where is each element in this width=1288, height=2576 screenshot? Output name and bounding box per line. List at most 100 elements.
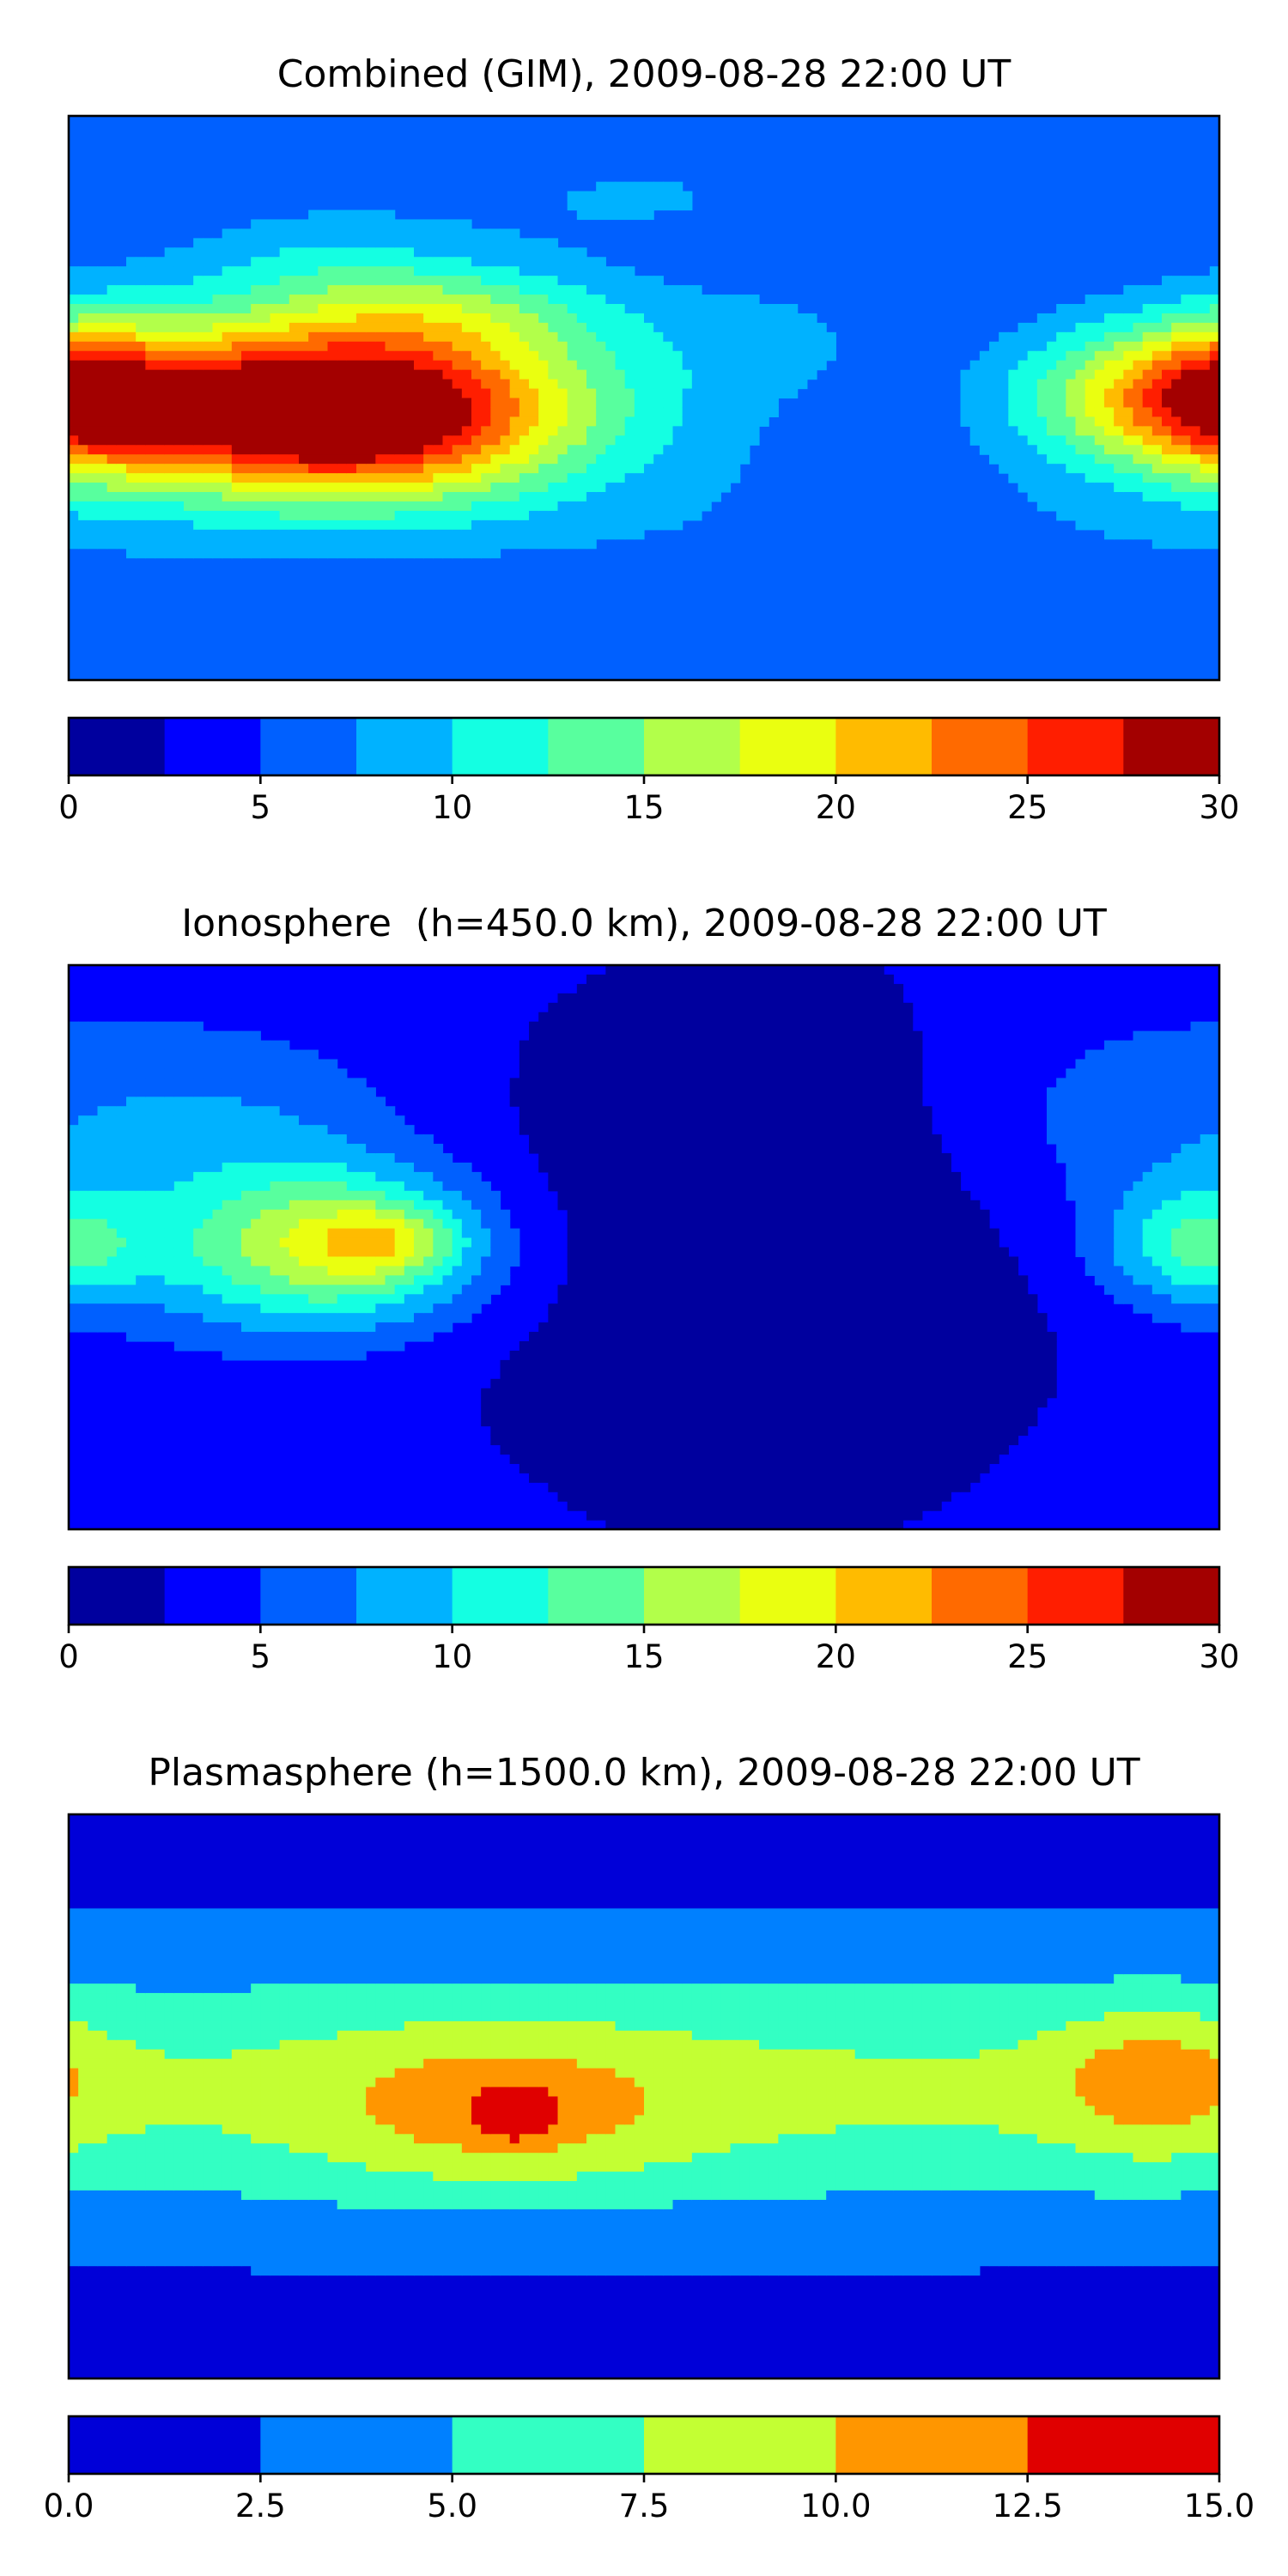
contour-cell (173, 1059, 185, 1070)
contour-cell (155, 1078, 166, 1088)
contour-cell (433, 1313, 444, 1323)
contour-cell (78, 1237, 88, 1249)
contour-cell (126, 1162, 137, 1173)
contour-cell (452, 416, 463, 427)
contour-cell (538, 1388, 549, 1399)
contour-cell (548, 1454, 559, 1464)
contour-cell (490, 1190, 501, 1201)
contour-cell (145, 388, 156, 399)
contour-cell (615, 1341, 626, 1352)
contour-cell (423, 538, 434, 550)
contour-cell (423, 388, 434, 399)
contour-cell (385, 538, 396, 550)
contour-cell (251, 266, 261, 276)
contour-cell (289, 407, 300, 417)
contour-cell (596, 1482, 606, 1492)
contour-cell (337, 1068, 348, 1078)
contour-cell (442, 454, 453, 465)
contour-cell (337, 350, 348, 361)
contour-cell (136, 1040, 146, 1051)
contour-cell (529, 331, 539, 343)
contour-cell (327, 322, 338, 333)
contour-cell (260, 1181, 271, 1192)
contour-cell (481, 379, 491, 390)
contour-cell (88, 519, 99, 531)
contour-cell (1066, 407, 1077, 417)
contour-cell (106, 295, 118, 305)
contour-cell (1133, 369, 1144, 380)
contour-cell (596, 398, 606, 409)
contour-cell (576, 1200, 587, 1211)
contour-cell (989, 341, 999, 352)
contour-cell (1142, 285, 1153, 295)
contour-cell (538, 1332, 549, 1342)
contour-cell (270, 1294, 281, 1304)
contour-cell (1066, 322, 1077, 333)
contour-cell (241, 501, 252, 512)
contour-cell (1133, 435, 1144, 446)
contour-cell (452, 247, 463, 258)
contour-cell (548, 1097, 559, 1107)
contour-cell (88, 1266, 99, 1276)
contour-cell (481, 492, 491, 502)
contour-cell (270, 1144, 281, 1154)
contour-cell (1114, 435, 1124, 446)
contour-cell (279, 257, 290, 267)
contour-cell (241, 1040, 252, 1051)
contour-cell (624, 304, 635, 314)
contour-cell (299, 304, 309, 314)
contour-cell (212, 304, 223, 314)
contour-cell (193, 1247, 204, 1258)
contour-cell (1209, 483, 1219, 493)
contour-cell (164, 1078, 175, 1088)
contour-cell (749, 369, 760, 380)
contour-cell (471, 1171, 482, 1182)
contour-cell (164, 266, 175, 276)
contour-cell (576, 529, 587, 540)
contour-cell (596, 1425, 606, 1437)
contour-cell (576, 1378, 587, 1389)
contour-cell (212, 388, 223, 399)
contour-cell (586, 1012, 597, 1023)
contour-cell (605, 276, 617, 286)
contour-cell (471, 331, 482, 343)
contour-cell (212, 1209, 223, 1220)
contour-cell (1094, 519, 1105, 531)
contour-cell (88, 445, 99, 455)
contour-cell (624, 1068, 635, 1078)
contour-cell (509, 1406, 520, 1418)
contour-cell (615, 483, 626, 493)
contour-cell (452, 1181, 463, 1192)
contour-cell (702, 322, 712, 333)
contour-cell (711, 360, 721, 371)
contour-cell (145, 1228, 156, 1239)
contour-cell (682, 350, 693, 361)
contour-cell (375, 435, 386, 446)
contour-cell (356, 1294, 367, 1304)
contour-cell (596, 1040, 606, 1051)
contour-cell (1171, 331, 1182, 343)
contour-cell (241, 1341, 252, 1352)
contour-cell (519, 322, 530, 333)
contour-cell (1181, 379, 1192, 390)
contour-cell (231, 1322, 242, 1333)
contour-cell (433, 510, 444, 521)
contour-cell (346, 519, 357, 531)
contour-cell (586, 313, 597, 324)
contour-cell (576, 1171, 587, 1182)
contour-cell (106, 1247, 118, 1258)
contour-cell (270, 322, 281, 333)
contour-cell (557, 313, 568, 324)
contour-cell (97, 1115, 108, 1126)
contour-cell (500, 1275, 511, 1285)
contour-cell (69, 473, 79, 483)
contour-cell (270, 276, 281, 286)
map-plot-area (67, 114, 1221, 682)
contour-cell (461, 426, 472, 436)
contour-cell (471, 464, 482, 474)
contour-cell (1123, 350, 1134, 361)
contour-cell (615, 1322, 626, 1333)
contour-cell (442, 1237, 453, 1249)
contour-cell (567, 1247, 578, 1258)
contour-cell (356, 1228, 367, 1239)
